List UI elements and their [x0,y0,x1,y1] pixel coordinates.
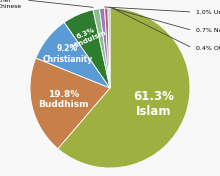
Wedge shape [93,9,110,88]
Text: 9.2%
Christianity: 9.2% Christianity [42,44,93,64]
Wedge shape [99,8,110,88]
Text: 6.3%
Hinduism: 6.3% Hinduism [68,23,107,50]
Text: 61.3%
Islam: 61.3% Islam [133,90,174,118]
Wedge shape [36,22,110,88]
Wedge shape [58,8,190,168]
Wedge shape [108,8,110,88]
Text: 1.0% Unknown: 1.0% Unknown [196,10,220,14]
Text: 19.8%
Buddhism: 19.8% Buddhism [38,90,89,109]
Wedge shape [30,58,110,149]
Text: 0.4% Other religion: 0.4% Other religion [196,46,220,51]
Text: 1.3%
Confucianism, Taoism,
tribal/folk/other
traditional Chinese
religion: 1.3% Confucianism, Taoism, tribal/folk/o… [0,0,31,15]
Wedge shape [64,10,110,88]
Wedge shape [104,8,110,88]
Text: 0.7% No religion: 0.7% No religion [196,28,220,33]
